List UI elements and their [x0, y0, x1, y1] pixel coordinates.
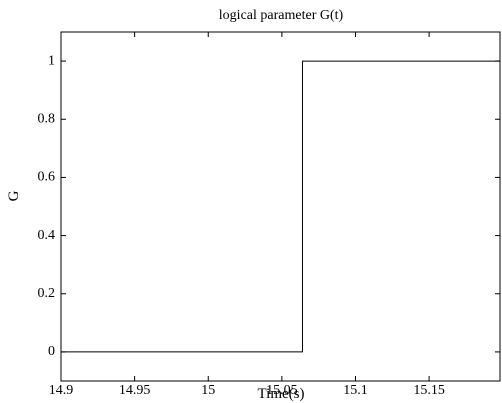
- x-axis-ticks: 14.9 14.95 15 15.05 15.1 15.15: [49, 32, 445, 398]
- y-axis-ticks: 0 0.2 0.4 0.6 0.8 1: [38, 53, 500, 359]
- x-tick-label: 15.15: [413, 383, 445, 398]
- x-tick-label: 15.05: [266, 383, 298, 398]
- x-tick-label: 14.95: [119, 383, 151, 398]
- y-tick-label: 0.8: [38, 111, 56, 126]
- x-axis-label: Time(s): [258, 386, 305, 402]
- x-tick-label: 15: [201, 383, 215, 398]
- y-tick-label: 1: [48, 53, 55, 68]
- y-tick-label: 0.6: [38, 170, 56, 185]
- plot-area-frame: [60, 31, 501, 382]
- x-tick-label: 15.1: [343, 383, 368, 398]
- chart-title: logical parameter G(t): [219, 8, 344, 23]
- y-tick-label: 0.4: [38, 228, 56, 243]
- x-tick-label: 14.9: [49, 383, 74, 398]
- y-tick-label: 0.2: [38, 286, 56, 301]
- series-line: [61, 60, 500, 353]
- y-axis-label: G: [6, 190, 22, 201]
- y-tick-label: 0: [48, 344, 55, 359]
- series-layer: [61, 60, 500, 353]
